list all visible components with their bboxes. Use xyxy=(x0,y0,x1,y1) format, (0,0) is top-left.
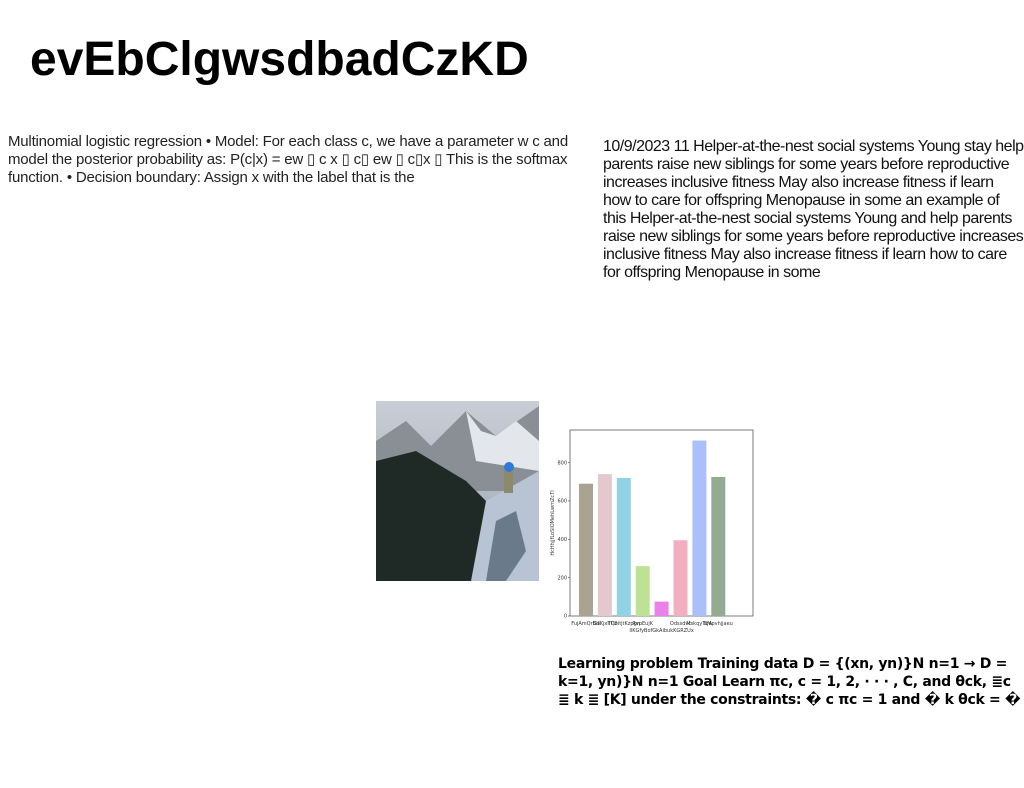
x-tick-label: IlKGfyBofGkAibukKGRZUx xyxy=(629,628,693,634)
bar xyxy=(711,476,726,616)
x-tick-label: MskqyTqw xyxy=(686,621,712,627)
x-tick-label: Odssdvc xyxy=(670,621,691,627)
y-tick-label: 600 xyxy=(557,499,567,505)
bar xyxy=(597,474,612,616)
y-tick-label: 400 xyxy=(557,537,567,543)
bar xyxy=(616,477,631,616)
y-tick-label: 0 xyxy=(564,614,567,620)
title: evEbClgwsdbadCzKD xyxy=(30,33,529,86)
chart: 0 200 400 600 800 HcHhjjfLoSIOMehLwmZcTI FujAm… xyxy=(550,429,754,634)
x-tick-label: RvpEujK xyxy=(632,621,653,627)
x-tick-label: BMpvhjjaeu xyxy=(704,621,733,627)
bar xyxy=(635,566,650,616)
x-tick-label: GxKjxlITU xyxy=(593,621,617,627)
y-axis-label: HcHhjjfLoSIOMehLwmZcTI xyxy=(550,490,556,555)
bar xyxy=(673,540,688,616)
x-tick-label: TQbitjtKzpgn xyxy=(607,621,640,627)
bottom-text: Learning problem Training data D = {(xn,… xyxy=(558,656,1021,708)
y-tick-label: 200 xyxy=(557,575,567,581)
bar xyxy=(692,440,707,616)
x-tick-label: FujAmQrBiK xyxy=(571,621,601,627)
y-tick-label: 800 xyxy=(557,460,567,466)
left-text: Multinomial logistic regression • Model:… xyxy=(8,133,568,186)
plot-frame xyxy=(569,429,754,617)
bar xyxy=(654,601,669,616)
right-text: 10/9/2023 11 Helper-at-the-nest social s… xyxy=(603,138,1024,281)
bar xyxy=(579,483,593,616)
photo xyxy=(376,401,539,581)
